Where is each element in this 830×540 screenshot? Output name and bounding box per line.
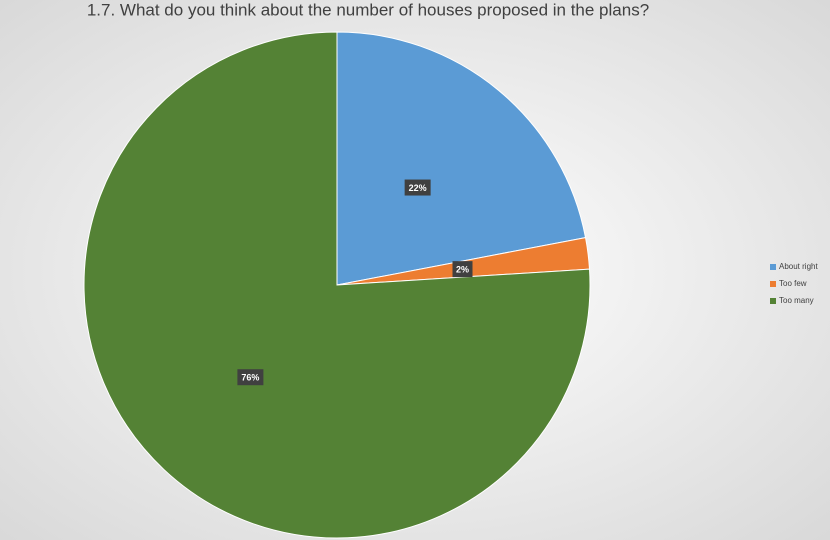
legend-label: Too few bbox=[779, 279, 807, 288]
legend-swatch bbox=[770, 298, 776, 304]
legend-label: About right bbox=[779, 262, 818, 271]
data-label-box bbox=[404, 179, 431, 196]
legend-swatch bbox=[770, 281, 776, 287]
legend-swatch bbox=[770, 264, 776, 270]
data-label-box bbox=[237, 369, 264, 386]
legend-label: Too many bbox=[779, 296, 814, 305]
pie-slice bbox=[83, 31, 591, 539]
data-label-box bbox=[452, 261, 473, 278]
data-label: 22% bbox=[409, 183, 427, 193]
data-label: 2% bbox=[456, 265, 469, 275]
data-label: 76% bbox=[241, 373, 259, 383]
pie-slice bbox=[336, 31, 587, 286]
chart-title: 1.7. What do you think about the number … bbox=[87, 0, 649, 19]
